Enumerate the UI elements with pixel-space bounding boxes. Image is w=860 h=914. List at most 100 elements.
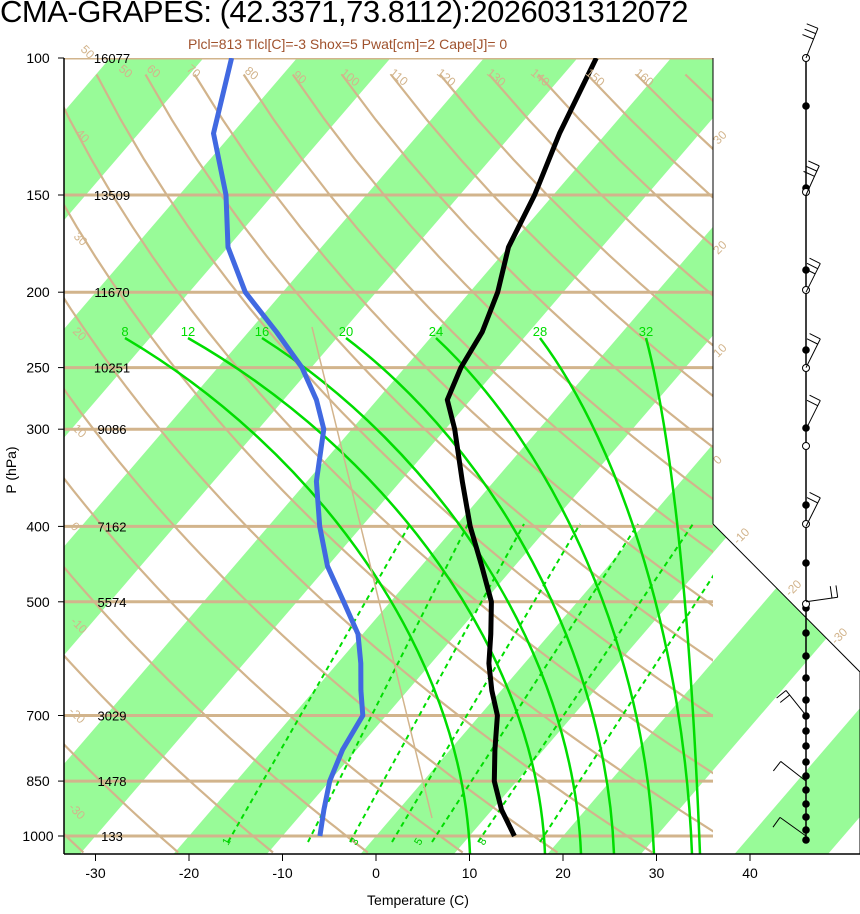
- wind-level-dot: [802, 266, 810, 274]
- y-tick-label: 100: [26, 50, 50, 66]
- x-tick-label: -20: [179, 865, 199, 881]
- isotherm-band: [0, 22, 47, 868]
- dry-adiabat-label: 80: [242, 64, 261, 84]
- y-tick-label: 400: [26, 518, 50, 534]
- x-tick-label: -10: [272, 865, 292, 881]
- y-tick-label: 850: [26, 773, 50, 789]
- wind-barb-flag: [809, 257, 821, 265]
- wind-barb-flag: [806, 338, 818, 345]
- x-tick-label: 40: [742, 865, 758, 881]
- mixing-ratio-label: 3: [348, 836, 361, 847]
- dry-adiabat-line: [193, 73, 713, 608]
- isobar-height-label: 7162: [98, 519, 127, 534]
- wind-barb-flag: [809, 333, 821, 340]
- isobar-height-label: 9086: [98, 422, 127, 437]
- wind-barb-flag: [779, 694, 790, 703]
- y-tick-label: 150: [26, 187, 50, 203]
- dry-adiabat-label: 110: [387, 66, 411, 89]
- wind-barb-flag: [805, 165, 818, 172]
- wind-barb-shaft: [805, 28, 819, 59]
- mixing-ratio-line: [539, 574, 713, 843]
- y-tick-label: 1000: [22, 828, 53, 844]
- wind-barb-flag: [808, 160, 820, 167]
- moist-adiabat-line: [187, 336, 547, 854]
- wind-barb-flag: [803, 170, 815, 177]
- dry-adiabat-line: [64, 565, 369, 854]
- moist-adiabat-line: [644, 337, 702, 854]
- wind-panel: [712, 23, 860, 854]
- dry-adiabat-line: [64, 654, 274, 854]
- wind-barb-shaft: [780, 761, 807, 782]
- moist-adiabat-line: [345, 337, 616, 854]
- dry-adiabat-line: [64, 202, 713, 833]
- wind-level-dot: [802, 696, 810, 704]
- isotherm-bands: [0, 22, 860, 868]
- dry-adiabat-line: [144, 73, 713, 662]
- wind-level-dot: [802, 758, 810, 766]
- y-tick-label: 300: [26, 421, 50, 437]
- isotherm-band: [64, 58, 609, 854]
- chart-title: CMA-GRAPES: (42.3371,73.8112):2026031312…: [0, 0, 688, 29]
- mixing-ratio-lines: [227, 523, 713, 843]
- mixing-ratio-line: [227, 523, 411, 843]
- y-tick-label: 250: [26, 360, 50, 376]
- moist-adiabat-line: [261, 336, 583, 854]
- wind-barb-shaft: [805, 497, 821, 527]
- wind-barb-flag: [835, 585, 839, 598]
- wind-level-dot: [802, 559, 810, 567]
- wind-barb-flag: [772, 761, 782, 772]
- isobar-height-label: 1478: [98, 774, 127, 789]
- wind-panel-diagonal: [712, 523, 860, 673]
- isotherm-band: [64, 58, 422, 854]
- wind-barb-flag: [804, 268, 816, 275]
- y-ticks: 100 16077 150 13509 200 11670 250 10251 300 9086 4…: [22, 50, 130, 844]
- wind-level-dot: [802, 629, 810, 637]
- isotherm-label-right: -10: [730, 525, 752, 547]
- wind-level-dot: [802, 826, 810, 834]
- wind-level-circle: [802, 600, 810, 608]
- dry-adiabat-line: [64, 105, 713, 775]
- wind-barb-flag: [804, 28, 816, 35]
- y-tick-label: 700: [26, 707, 50, 723]
- wind-barb-flag: [809, 394, 821, 402]
- chart-subtitle: Plcl=813 Tlcl[C]=-3 Shox=5 Pwat[cm]=2 Ca…: [188, 36, 508, 52]
- moist-adiabats: [124, 336, 702, 854]
- wind-level-dot: [802, 501, 810, 509]
- mixing-ratio-label: 5: [412, 836, 425, 847]
- isotherm-band: [535, 58, 860, 854]
- wind-level-dot: [802, 674, 810, 682]
- wind-barb-flag: [806, 399, 818, 407]
- isotherm-label-left: -20: [66, 704, 88, 726]
- x-tick-label: 20: [555, 865, 571, 881]
- x-ticks: -30 -20 -10 0 10 20 30 40: [85, 854, 758, 881]
- wind-level-dot: [802, 786, 810, 794]
- wind-barb-flag: [776, 690, 787, 699]
- x-tick-label: 0: [372, 865, 380, 881]
- wind-barb-shaft: [805, 263, 821, 293]
- wind-level-circle: [802, 442, 810, 450]
- parcel-path: [311, 326, 433, 819]
- dry-adiabat-line: [64, 387, 559, 854]
- wind-barb-shaft: [805, 338, 821, 368]
- wind-barb-shaft: [805, 596, 838, 603]
- moist-adiabat-label: 24: [429, 324, 443, 339]
- wind-level-dot: [802, 800, 810, 808]
- dry-adiabat-line: [340, 73, 713, 449]
- mixing-ratio-line: [431, 523, 639, 843]
- mixing-ratio-label: 8: [476, 836, 489, 847]
- isobar-height-label: 133: [101, 829, 123, 844]
- isotherm-label-right: -20: [782, 577, 804, 599]
- wind-level-dot: [802, 742, 810, 750]
- wind-level-dot: [802, 836, 810, 844]
- wind-level-dot: [802, 727, 810, 735]
- wind-level-dot: [802, 346, 810, 354]
- mixing-ratio-line: [477, 523, 694, 843]
- moist-adiabat-line: [435, 337, 656, 854]
- dry-adiabat-line: [390, 73, 713, 398]
- wind-level-dot: [802, 424, 810, 432]
- x-tick-label: 30: [649, 865, 665, 881]
- temperature-line: [444, 58, 599, 838]
- wind-level-dot: [802, 102, 810, 110]
- wind-barb-shaft: [785, 690, 807, 716]
